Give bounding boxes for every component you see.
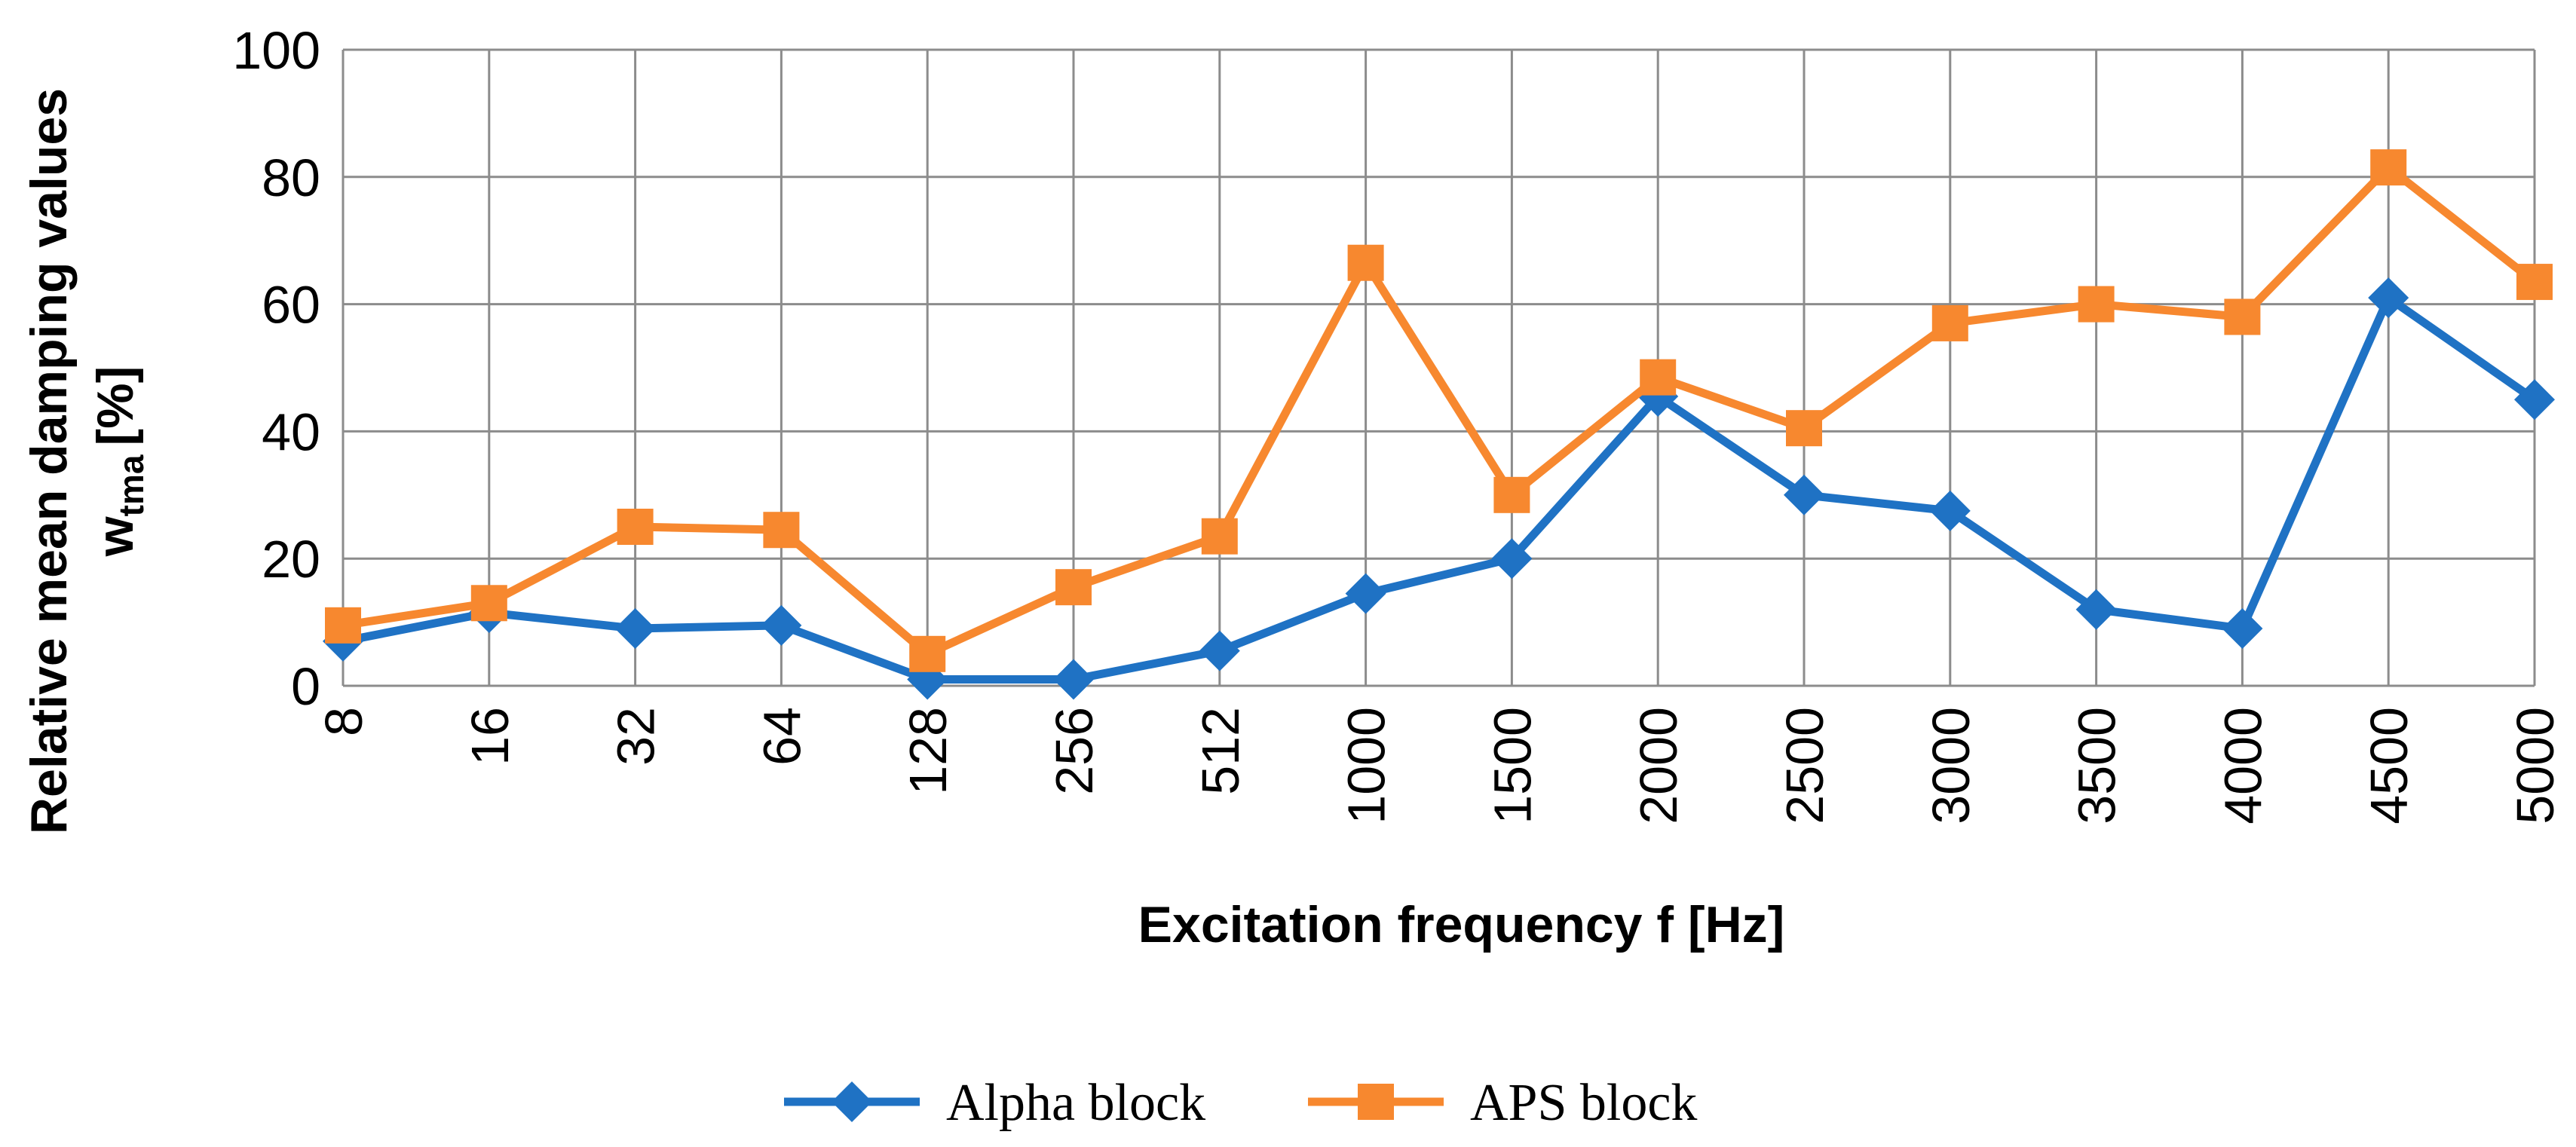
x-tick-label: 16 bbox=[461, 707, 519, 766]
series-line-aps-block bbox=[342, 163, 2538, 659]
data-point-alpha-block bbox=[1053, 659, 1094, 700]
data-point-alpha-block bbox=[1491, 538, 1533, 580]
series-layer bbox=[323, 149, 2555, 700]
data-point-aps-block bbox=[1347, 244, 1384, 281]
y-tick-label: 80 bbox=[262, 148, 320, 207]
legend: Alpha block APS block bbox=[784, 1074, 1697, 1132]
x-tick-label: 256 bbox=[1045, 707, 1104, 795]
data-point-aps-block bbox=[2370, 149, 2407, 186]
x-tick-label: 4500 bbox=[2360, 707, 2418, 824]
data-point-aps-block bbox=[470, 585, 507, 622]
data-point-alpha-block bbox=[2222, 608, 2263, 650]
data-point-aps-block bbox=[1640, 359, 1677, 396]
legend-label-aps-block: APS block bbox=[1470, 1074, 1697, 1132]
series-alpha-block bbox=[323, 277, 2555, 700]
data-point-alpha-block bbox=[1345, 573, 1386, 614]
legend-marker-aps-block bbox=[1358, 1084, 1394, 1120]
y-axis-ticks: 0 20 40 60 80 100 bbox=[232, 21, 320, 716]
y-axis-symbol: w bbox=[87, 515, 144, 557]
x-tick-label: 128 bbox=[899, 707, 957, 795]
x-tick-label: 512 bbox=[1191, 707, 1250, 795]
y-tick-label: 0 bbox=[291, 657, 320, 716]
series-aps-block bbox=[325, 149, 2553, 672]
y-axis-subscript: tma bbox=[112, 454, 151, 516]
x-tick-label: 5000 bbox=[2506, 707, 2565, 824]
data-point-alpha-block bbox=[614, 608, 656, 650]
x-tick-label: 64 bbox=[752, 707, 811, 766]
x-tick-label: 3000 bbox=[1922, 707, 1980, 824]
x-tick-label: 1000 bbox=[1337, 707, 1396, 824]
y-axis-unit: [%] bbox=[87, 366, 144, 446]
y-tick-label: 20 bbox=[262, 530, 320, 589]
y-tick-label: 100 bbox=[232, 21, 320, 80]
x-tick-label: 4000 bbox=[2213, 707, 2272, 824]
data-point-alpha-block bbox=[1637, 375, 1679, 417]
data-point-alpha-block bbox=[2368, 277, 2409, 319]
data-point-aps-block bbox=[909, 635, 946, 672]
data-point-alpha-block bbox=[1199, 630, 1240, 671]
x-tick-label: 2500 bbox=[1775, 707, 1834, 824]
data-point-aps-block bbox=[325, 607, 361, 644]
data-point-aps-block bbox=[1055, 569, 1092, 606]
y-axis-title-line1: Relative mean damping values bbox=[20, 88, 78, 834]
data-point-aps-block bbox=[2078, 286, 2115, 323]
y-tick-label: 40 bbox=[262, 402, 320, 461]
x-axis-title: Excitation frequency f [Hz] bbox=[1138, 896, 1785, 953]
y-axis-title: Relative mean damping values wtma [%] bbox=[20, 88, 151, 834]
data-point-alpha-block bbox=[2514, 379, 2555, 421]
x-tick-label: 32 bbox=[607, 707, 666, 766]
y-axis-title-line2: wtma [%] bbox=[87, 366, 151, 557]
data-point-aps-block bbox=[1201, 518, 1238, 555]
data-point-alpha-block bbox=[2075, 589, 2117, 630]
legend-label-alpha-block: Alpha block bbox=[946, 1074, 1205, 1132]
data-point-aps-block bbox=[2516, 264, 2553, 301]
legend-item-alpha-block: Alpha block bbox=[784, 1074, 1205, 1132]
x-axis-ticks: 8 16 32 64 128 256 512 1000 1500 2000 2500 3000 3500… bbox=[314, 707, 2565, 824]
series-line-alpha-block bbox=[342, 293, 2538, 684]
legend-item-aps-block: APS block bbox=[1308, 1074, 1697, 1132]
grid bbox=[342, 48, 2536, 687]
data-point-aps-block bbox=[763, 512, 800, 549]
x-tick-label: 3500 bbox=[2068, 707, 2127, 824]
x-tick-label: 8 bbox=[314, 707, 373, 736]
data-point-aps-block bbox=[1786, 410, 1822, 447]
data-point-alpha-block bbox=[1784, 474, 1824, 515]
data-point-alpha-block bbox=[761, 604, 802, 646]
data-point-alpha-block bbox=[1929, 490, 1971, 531]
data-point-aps-block bbox=[617, 509, 654, 545]
data-point-aps-block bbox=[2224, 298, 2261, 335]
legend-marker-alpha-block bbox=[832, 1081, 872, 1122]
x-tick-label: 2000 bbox=[1629, 707, 1688, 824]
data-point-aps-block bbox=[1931, 304, 1968, 341]
x-tick-label: 1500 bbox=[1483, 707, 1542, 824]
y-tick-label: 60 bbox=[262, 276, 320, 335]
data-point-aps-block bbox=[1493, 476, 1530, 513]
